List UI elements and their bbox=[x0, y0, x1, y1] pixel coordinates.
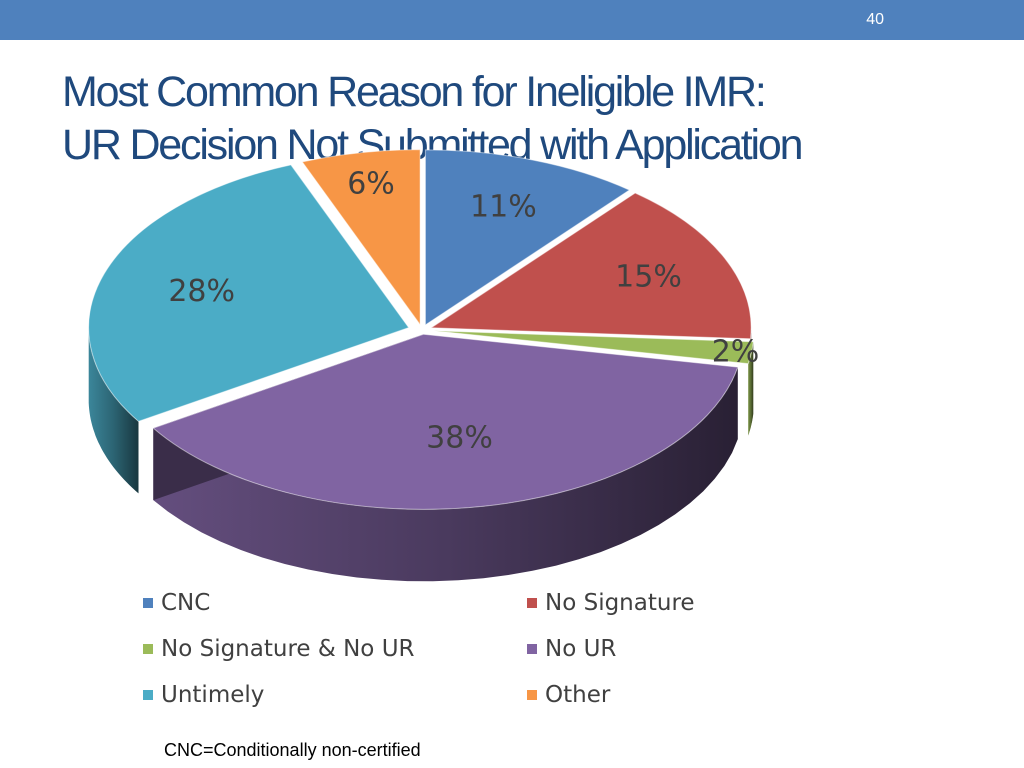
chart-legend: CNC No Signature No Signature & No UR No UR… bbox=[143, 588, 843, 728]
legend-label-other: Other bbox=[545, 682, 611, 708]
pie-slice-side-no-ur bbox=[153, 367, 738, 582]
pie-slice-cnc bbox=[424, 149, 631, 326]
data-label-cnc: 11% bbox=[470, 189, 537, 224]
legend-item-other: Other bbox=[527, 680, 610, 710]
legend-label-cnc: CNC bbox=[161, 590, 211, 616]
legend-swatch-other bbox=[527, 690, 537, 700]
pie-slice-other bbox=[301, 149, 421, 327]
legend-item-no-ur: No UR bbox=[527, 634, 616, 664]
legend-swatch-cnc bbox=[143, 598, 153, 608]
legend-label-untimely: Untimely bbox=[161, 682, 265, 708]
pie-slice-no-ur bbox=[152, 333, 739, 510]
legend-label-no-ur: No UR bbox=[545, 636, 617, 662]
data-label-no-signature-and-no-ur: 2% bbox=[712, 335, 760, 370]
legend-item-no-signature-and-no-ur: No Signature & No UR bbox=[143, 634, 415, 664]
data-label-no-signature: 15% bbox=[615, 259, 682, 294]
legend-item-cnc: CNC bbox=[143, 588, 210, 618]
legend-swatch-no-ur bbox=[527, 644, 537, 654]
legend-item-untimely: Untimely bbox=[143, 680, 264, 710]
title-line-1: Most Common Reason for Ineligible IMR: bbox=[62, 68, 767, 116]
footnote: CNC=Conditionally non-certified bbox=[164, 740, 421, 760]
pie-slice-side-no-signature-and-no-ur bbox=[748, 341, 754, 436]
legend-label-no-signature-and-no-ur: No Signature & No UR bbox=[161, 636, 415, 662]
pie-slice-untimely bbox=[88, 164, 410, 422]
legend-swatch-untimely bbox=[143, 690, 153, 700]
data-label-other: 6% bbox=[347, 167, 395, 202]
data-label-untimely: 28% bbox=[168, 274, 235, 309]
legend-item-no-signature: No Signature bbox=[527, 588, 695, 618]
legend-label-no-signature: No Signature bbox=[545, 590, 695, 616]
pie-slice-side-untimely bbox=[88, 327, 139, 494]
pie-slice-no-signature bbox=[429, 192, 752, 340]
page-number: 40 bbox=[866, 11, 884, 28]
legend-swatch-no-signature bbox=[527, 598, 537, 608]
top-bar: 40 bbox=[0, 0, 1024, 40]
pie-slice-no-signature-and-no-ur bbox=[433, 330, 754, 365]
data-label-no-ur: 38% bbox=[426, 420, 493, 455]
legend-swatch-no-signature-and-no-ur bbox=[143, 644, 153, 654]
slide-title: Most Common Reason for Ineligible IMR: U… bbox=[62, 66, 1002, 172]
